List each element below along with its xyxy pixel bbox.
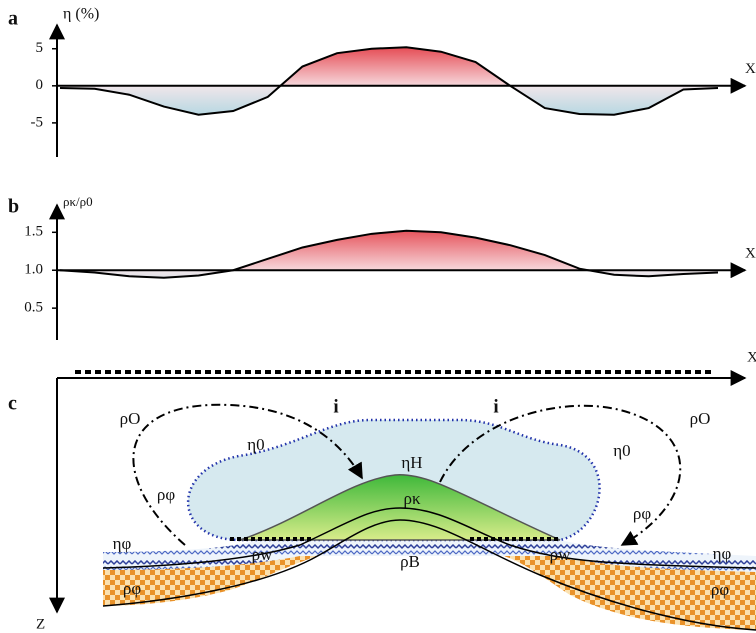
flow-arrow bbox=[439, 404, 682, 546]
diagram-label: ηφ bbox=[113, 534, 132, 553]
seafloor bbox=[102, 507, 756, 569]
y-tick-label: 1.0 bbox=[24, 262, 43, 278]
diagram-label: ρφ bbox=[157, 485, 175, 504]
diagram-label: ηφ bbox=[713, 544, 732, 563]
diagram-label: ρκ bbox=[403, 489, 420, 508]
basement bbox=[102, 519, 756, 631]
diagram-label: ρφ bbox=[711, 580, 729, 599]
y-axis-label: η (%) bbox=[63, 6, 99, 23]
diagram-label: η0 bbox=[247, 435, 264, 454]
diagram-label: i bbox=[493, 396, 498, 417]
diagram-label: ρO bbox=[690, 409, 711, 428]
line bbox=[59, 46, 719, 116]
diagram-label: ρO bbox=[120, 409, 141, 428]
area bbox=[60, 47, 718, 115]
diagram-label: ρw bbox=[550, 545, 571, 564]
panel-label: c bbox=[8, 393, 17, 415]
z-axis-label: Z bbox=[36, 616, 45, 632]
y-tick-label: 0 bbox=[36, 77, 44, 93]
x-axis-label: X bbox=[747, 349, 756, 365]
y-tick-label: -5 bbox=[31, 114, 44, 130]
diagram-label: η0 bbox=[613, 441, 630, 460]
diagram-label: ρB bbox=[400, 552, 420, 571]
diagram-label: ρφ bbox=[123, 579, 141, 598]
water-layer bbox=[103, 540, 756, 572]
sediment-layer bbox=[103, 545, 756, 630]
y-axis-label: ρκ/ρ0 bbox=[63, 194, 93, 209]
panel-label: b bbox=[8, 196, 19, 218]
diagram-label: ηH bbox=[401, 453, 422, 472]
x-axis-label: X bbox=[745, 246, 756, 262]
y-tick-label: 1.5 bbox=[24, 224, 43, 240]
panel-c: c X Z bbox=[8, 349, 756, 632]
diagram-label: ρφ bbox=[633, 504, 651, 523]
diagram-label: ρw bbox=[252, 545, 273, 564]
y-tick-label: 0.5 bbox=[24, 300, 43, 316]
line bbox=[59, 229, 719, 279]
diagram-label: i bbox=[333, 396, 338, 417]
panel-label: a bbox=[8, 8, 18, 30]
y-tick-label: 5 bbox=[36, 40, 44, 56]
area bbox=[60, 230, 718, 278]
x-axis-label: X bbox=[745, 61, 756, 77]
